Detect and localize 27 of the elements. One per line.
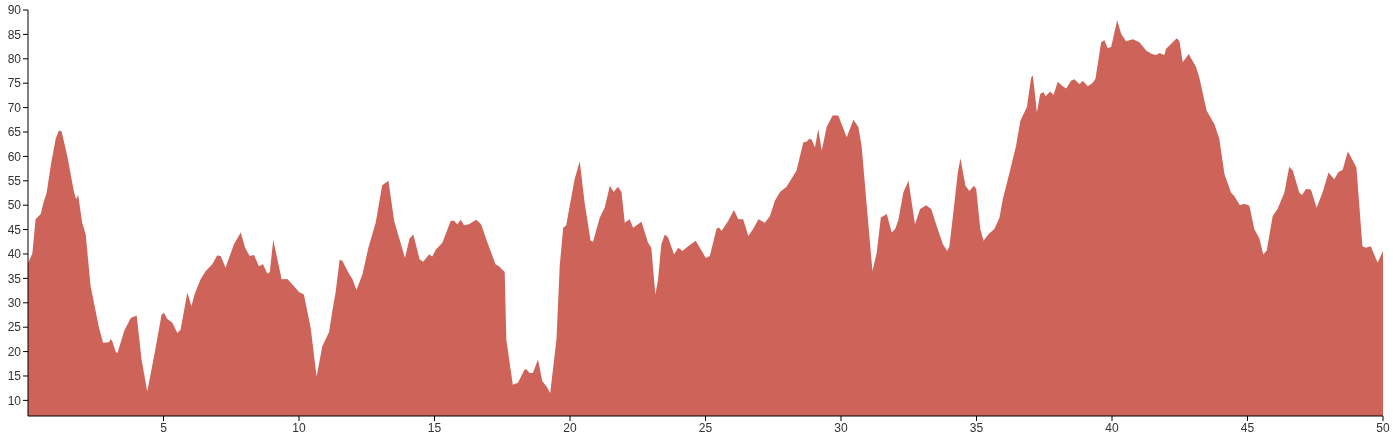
y-tick-label: 30	[7, 296, 22, 311]
x-tick-label: 40	[1105, 420, 1119, 435]
x-tick-label: 10	[292, 420, 306, 435]
x-tick-label: 50	[1376, 420, 1390, 435]
x-tick-label: 5	[160, 420, 168, 435]
y-tick-label: 60	[7, 149, 22, 164]
y-tick-label: 20	[7, 344, 22, 359]
y-tick-label: 25	[7, 320, 22, 335]
y-tick-label: 40	[7, 247, 22, 262]
y-tick-label: 15	[7, 369, 22, 384]
x-tick-label: 25	[698, 420, 713, 435]
y-tick-label: 45	[7, 222, 22, 237]
y-tick-label: 70	[7, 100, 22, 115]
y-tick-label: 80	[7, 52, 22, 67]
y-tick-label: 10	[7, 393, 22, 408]
y-tick-label: 50	[7, 198, 22, 213]
x-tick-label: 30	[834, 420, 848, 435]
y-tick-label: 75	[7, 76, 22, 91]
x-tick-label: 45	[1240, 420, 1255, 435]
y-tick-label: 35	[7, 271, 22, 286]
x-tick-label: 35	[969, 420, 984, 435]
x-tick-label: 20	[563, 420, 577, 435]
x-tick-label: 15	[427, 420, 442, 435]
y-tick-label: 85	[7, 27, 22, 42]
y-tick-label: 65	[7, 125, 22, 140]
y-tick-label: 55	[7, 174, 22, 189]
y-tick-label: 90	[7, 3, 22, 18]
